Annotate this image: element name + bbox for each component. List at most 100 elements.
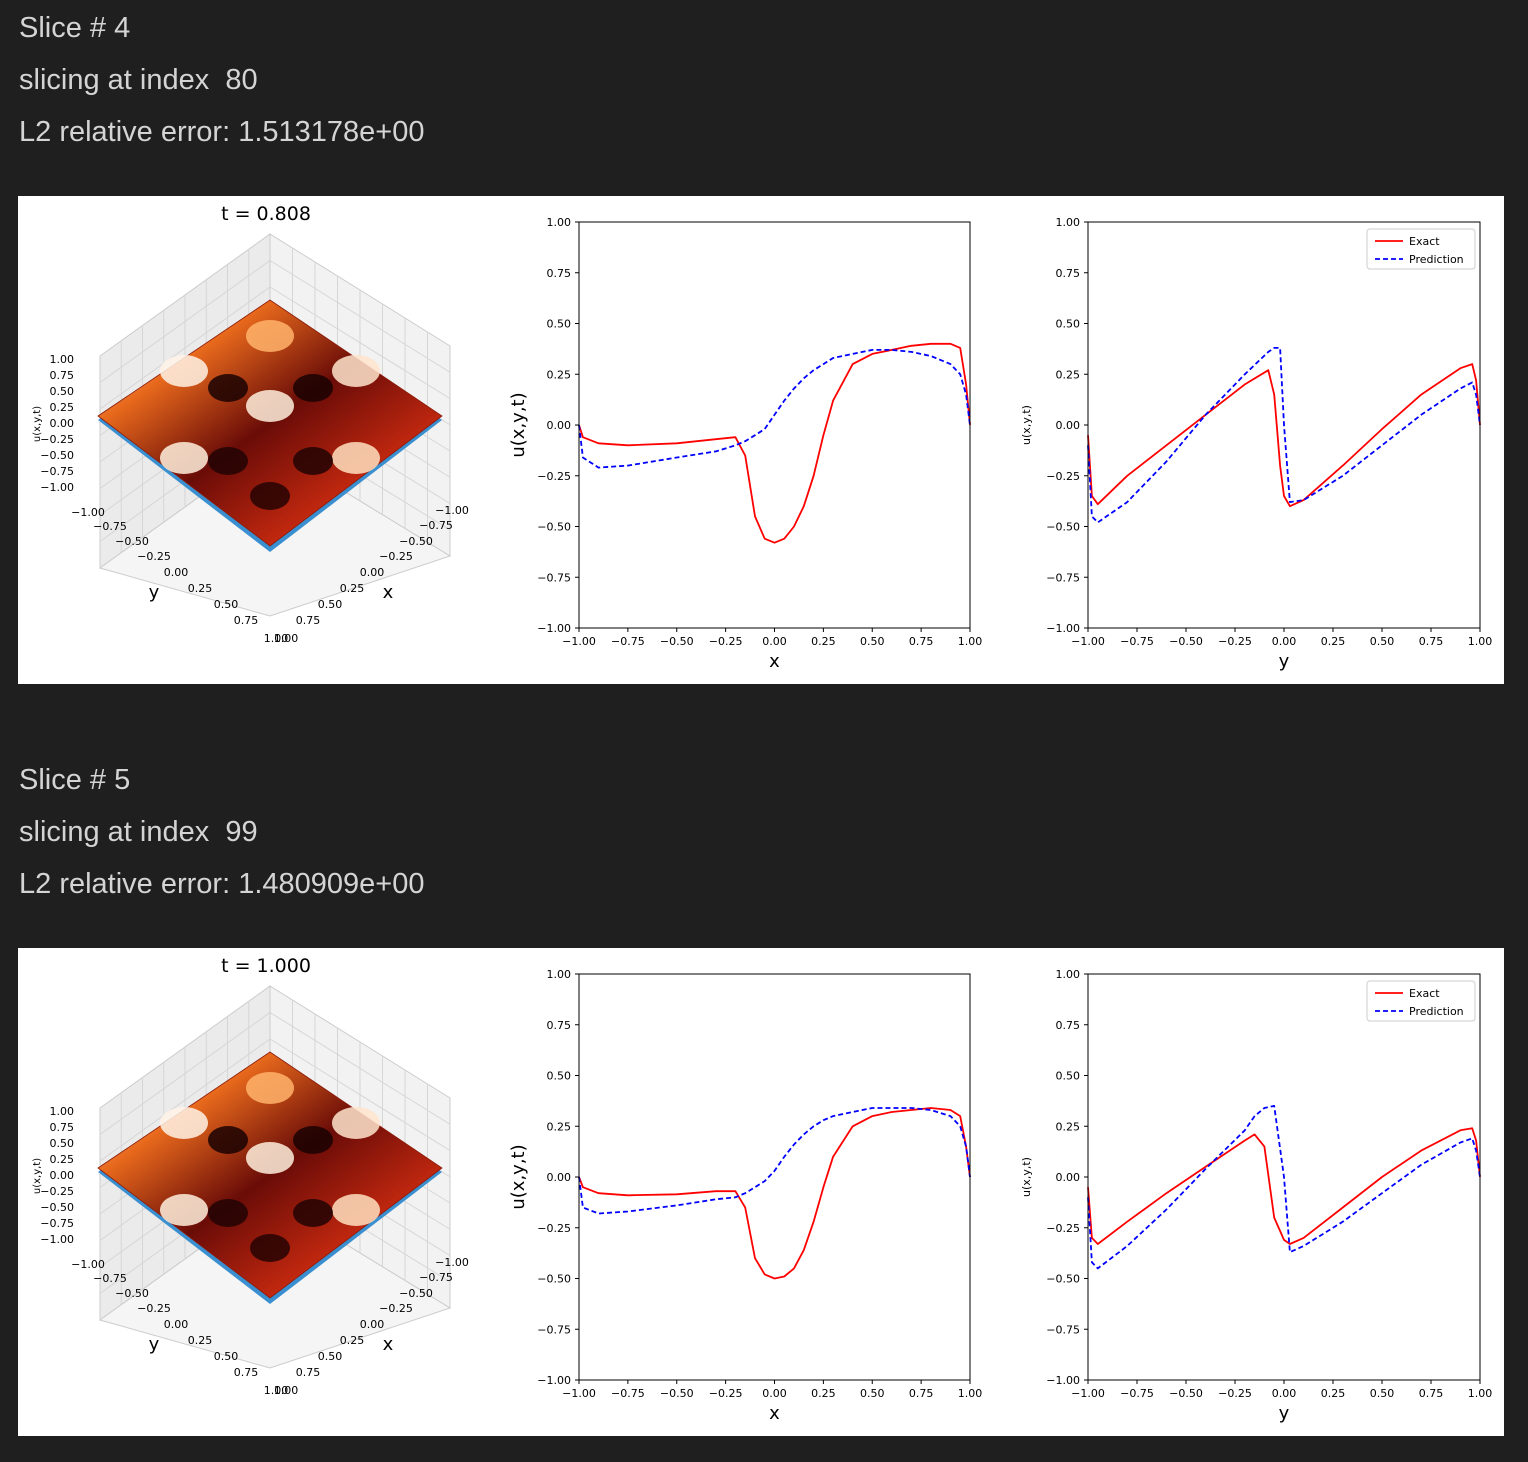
x-tick-label: 1.00 xyxy=(958,635,983,648)
x-axis-label: x xyxy=(769,651,780,672)
surface-peak xyxy=(246,320,294,352)
y-tick-label: −1.00 xyxy=(1046,622,1080,635)
x-tick-label: −0.75 xyxy=(1120,1387,1154,1400)
x-tick-label: −1.00 xyxy=(1071,1387,1105,1400)
exact-line xyxy=(1087,363,1481,508)
z-tick-label: −0.75 xyxy=(40,465,74,478)
z-tick-label: 0.25 xyxy=(50,1153,75,1166)
prediction-line xyxy=(1087,1104,1481,1270)
z-tick-label: −0.25 xyxy=(40,1185,74,1198)
exact-line xyxy=(578,1107,971,1280)
x-tick-label: −1.00 xyxy=(562,1387,596,1400)
x-tick-label: 1.00 xyxy=(1468,635,1493,648)
surface-trough xyxy=(293,1199,333,1227)
prediction-line xyxy=(578,1107,971,1215)
x-tick-label: 1.00 xyxy=(274,632,299,645)
x-tick-label: −0.50 xyxy=(660,1387,694,1400)
x-tick-label: −0.75 xyxy=(419,1271,453,1284)
x-tick-label: 1.00 xyxy=(1468,1387,1493,1400)
z-tick-label: 0.50 xyxy=(50,385,75,398)
slice-4-header: Slice # 4 xyxy=(19,12,131,44)
x-tick-label: 0.00 xyxy=(1272,1387,1297,1400)
x-tick-label: 0.50 xyxy=(1370,635,1395,648)
surface-peak xyxy=(332,355,380,387)
y-tick-label: 1.00 xyxy=(547,968,572,981)
x-tick-label: 0.25 xyxy=(811,635,836,648)
x-tick-label: 0.75 xyxy=(909,635,934,648)
y-tick-label: −0.25 xyxy=(137,1302,171,1315)
x-tick-label: −1.00 xyxy=(1071,635,1105,648)
legend: Exact Prediction xyxy=(1366,980,1476,1022)
x-axis-label: x xyxy=(383,582,394,603)
y-tick-label: 0.00 xyxy=(547,1171,572,1184)
y-tick-label: −0.25 xyxy=(537,470,571,483)
prediction-line xyxy=(578,348,971,469)
x-tick-label: 0.00 xyxy=(360,1318,385,1331)
plot-frame xyxy=(578,973,971,1381)
legend-prediction-label: Prediction xyxy=(1409,1005,1464,1018)
surface-peak xyxy=(160,355,208,387)
y-tick-label: −0.25 xyxy=(1046,1222,1080,1235)
z-tick-label: 0.00 xyxy=(50,1169,75,1182)
y-tick-label: 0.50 xyxy=(547,1070,572,1083)
y-tick-label: −1.00 xyxy=(1046,1374,1080,1387)
x-tick-label: 0.00 xyxy=(762,1387,787,1400)
z-axis-label: u(x,y,t) xyxy=(32,1158,43,1194)
x-tick-label: 0.75 xyxy=(1419,1387,1444,1400)
z-tick-label: −0.75 xyxy=(40,1217,74,1230)
x-axis-label: x xyxy=(383,1334,394,1355)
y-tick-label: 0.25 xyxy=(547,368,572,381)
x-tick-label: 0.00 xyxy=(1272,635,1297,648)
slice-5-index-line: slicing at index 99 xyxy=(19,816,258,848)
x-tick-label: −0.25 xyxy=(379,550,413,563)
line-plot-x: −1.00−1.00 −0.75 −0.75 −0.50 −0.50 −0.25 −0.25… xyxy=(508,216,982,672)
x-tick-label: −1.00 xyxy=(435,1256,469,1269)
x-tick-label: −0.75 xyxy=(611,635,645,648)
surface-peak xyxy=(246,390,294,422)
x-tick-label: 0.00 xyxy=(762,635,787,648)
x-tick-label: −0.50 xyxy=(399,535,433,548)
y-tick-label: 0.50 xyxy=(214,598,239,611)
z-tick-label: −0.25 xyxy=(40,433,74,446)
y-tick-label: −0.25 xyxy=(137,550,171,563)
y-tick-label: 0.25 xyxy=(1056,1120,1081,1133)
x-tick-label: 0.50 xyxy=(1370,1387,1395,1400)
x-tick-label: −0.25 xyxy=(1218,1387,1252,1400)
z-tick-label: 0.50 xyxy=(50,1137,75,1150)
surface-trough xyxy=(208,1126,248,1154)
y-tick-label: −1.00 xyxy=(537,1374,571,1387)
surface-peak xyxy=(332,1194,380,1226)
x-tick-label: 1.00 xyxy=(274,1384,299,1397)
y-axis-label: y xyxy=(149,1334,160,1355)
slice-5-header: Slice # 5 xyxy=(19,764,131,796)
y-tick-label: −0.50 xyxy=(1046,1273,1080,1286)
x-tick-label: 0.50 xyxy=(318,598,343,611)
x-tick-label: −1.00 xyxy=(562,635,596,648)
surface-trough xyxy=(208,1199,248,1227)
y-axis-label: y xyxy=(149,582,160,603)
z-tick-label: 0.75 xyxy=(50,1121,75,1134)
surface-trough xyxy=(293,447,333,475)
x-axis-label: x xyxy=(769,1403,780,1424)
y-tick-label: −0.75 xyxy=(93,520,127,533)
x-tick-label: −0.75 xyxy=(1120,635,1154,648)
x-tick-label: −0.50 xyxy=(1169,1387,1203,1400)
y-tick-label: 0.50 xyxy=(1056,1070,1081,1083)
exact-line xyxy=(578,342,971,544)
x-tick-label: 0.25 xyxy=(340,582,365,595)
surface-peak xyxy=(332,1107,380,1139)
surface-trough xyxy=(208,447,248,475)
x-tick-label: 1.00 xyxy=(958,1387,983,1400)
x-tick-label: −0.25 xyxy=(1218,635,1252,648)
y-tick-label: −0.25 xyxy=(1046,470,1080,483)
x-tick-label: 0.25 xyxy=(811,1387,836,1400)
z-tick-label: 0.25 xyxy=(50,401,75,414)
y-tick-label: −1.00 xyxy=(71,1258,105,1271)
surface-peak xyxy=(160,1194,208,1226)
prediction-line xyxy=(1087,346,1481,524)
y-tick-label: −0.75 xyxy=(1046,1323,1080,1336)
y-tick-label: 0.75 xyxy=(1056,1019,1081,1032)
y-tick-label: 0.50 xyxy=(214,1350,239,1363)
y-tick-label: 0.00 xyxy=(547,419,572,432)
surface-plot-3d: 1.000.750.500.250.00−0.25−0.50−0.75−1.00… xyxy=(32,203,469,645)
